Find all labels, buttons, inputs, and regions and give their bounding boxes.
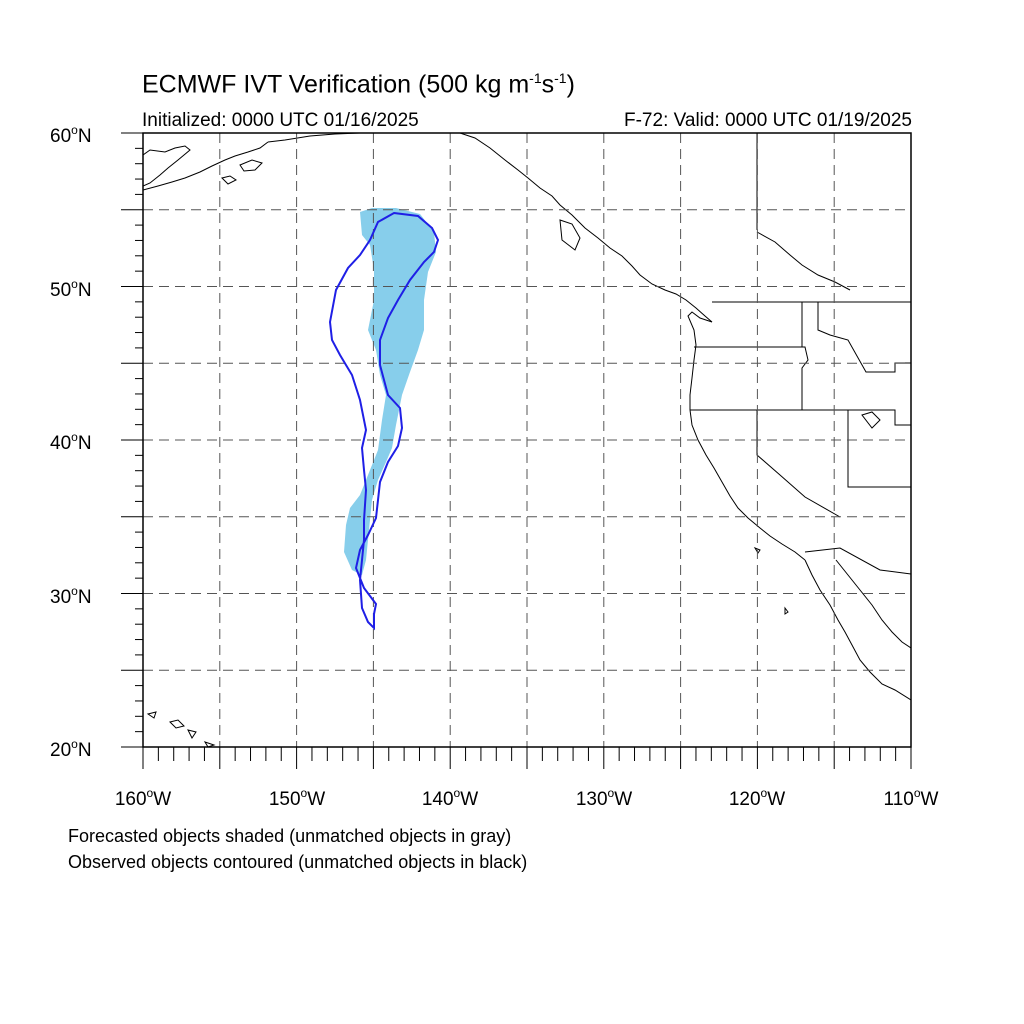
lat-label-40n: 40oN: [50, 430, 92, 454]
hawaii-island-2: [169, 719, 185, 729]
idaho-montana-border: [817, 302, 911, 373]
forecast-object-shading: [344, 208, 436, 575]
california-coast: [689, 409, 806, 561]
nevada-utah-border: [847, 410, 911, 488]
gulf-of-alaska-coast: [267, 133, 361, 143]
lon-label-120w: 120oW: [728, 786, 786, 810]
state-line-42n: [690, 409, 911, 426]
forecast-legend-note: Forecasted objects shaded (unmatched obj…: [68, 826, 512, 846]
great-salt-lake: [861, 411, 881, 429]
coastline-layer: [143, 133, 911, 747]
aleutian-coast: [143, 141, 269, 191]
lon-label-150w: 150oW: [268, 786, 326, 810]
lat-label-60n: 60oN: [50, 123, 92, 147]
observed-object: [328, 211, 440, 631]
haida-gwaii: [559, 219, 581, 251]
lon-label-130w: 130oW: [575, 786, 633, 810]
observed-legend-note: Observed objects contoured (unmatched ob…: [68, 852, 528, 872]
valid-time-label: F-72: Valid: 0000 UTC 01/19/2025: [624, 110, 912, 131]
alaska-peninsula-coast: [143, 145, 191, 187]
lon-label-140w: 140oW: [421, 786, 479, 810]
gulf-of-california-east-coast: [835, 559, 911, 649]
baja-california-coast: [804, 559, 911, 701]
island-outline: [239, 159, 263, 172]
lon-label-160w: 160oW: [114, 786, 172, 810]
hawaii-island-4: [203, 741, 216, 747]
alaska-bc-coast: [459, 133, 713, 323]
axis-ticks: [121, 132, 912, 769]
initialized-label: Initialized: 0000 UTC 01/16/2025: [142, 110, 419, 131]
observed-object-contour: [328, 211, 440, 631]
california-nevada-border: [756, 410, 841, 518]
lon-label-110w: 110oW: [883, 786, 939, 810]
oregon-washington-border: [694, 346, 809, 410]
lat-label-50n: 50oN: [50, 277, 92, 301]
map-title: ECMWF IVT Verification (500 kg m-1s-1): [142, 70, 575, 99]
guadalupe-island: [784, 606, 789, 615]
hawaii-island-3: [187, 729, 197, 739]
forecast-object: [344, 208, 436, 575]
kodiak-island: [221, 175, 237, 185]
us-mexico-border: [804, 547, 911, 575]
lat-label-20n: 20oN: [50, 737, 92, 761]
canada-province-boundary: [756, 231, 851, 291]
gridlines: [143, 133, 911, 747]
hawaii-island-1: [146, 711, 157, 719]
washington-oregon-coast: [687, 311, 713, 410]
lat-label-30n: 30oN: [50, 584, 92, 608]
